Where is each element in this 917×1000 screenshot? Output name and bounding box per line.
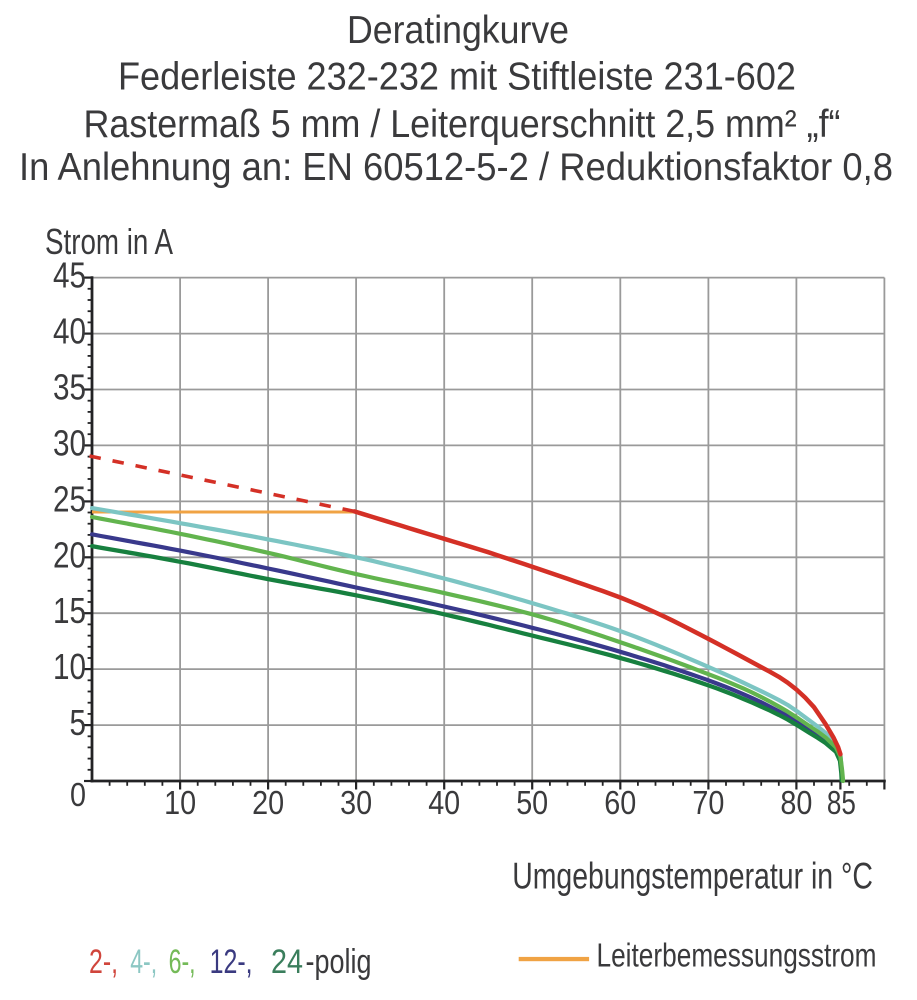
svg-text:6-,: 6-, — [169, 943, 196, 981]
svg-text:Rastermaß 5 mm / Leiterquersch: Rastermaß 5 mm / Leiterquerschnitt 2,5 m… — [84, 103, 841, 146]
svg-text:10: 10 — [53, 646, 86, 687]
svg-text:45: 45 — [53, 255, 86, 296]
svg-text:85: 85 — [827, 784, 856, 821]
svg-text:12-,: 12-, — [210, 943, 253, 981]
svg-text:30: 30 — [340, 784, 372, 821]
svg-text:0: 0 — [70, 776, 86, 813]
svg-text:2-,: 2-, — [89, 943, 118, 981]
svg-text:Strom in A: Strom in A — [45, 221, 173, 262]
svg-text:20: 20 — [252, 784, 284, 821]
svg-text:10: 10 — [164, 784, 196, 821]
svg-text:-polig: -polig — [306, 943, 372, 981]
svg-text:Leiterbemessungsstrom: Leiterbemessungsstrom — [597, 937, 877, 974]
svg-text:4-,: 4-, — [130, 943, 157, 981]
svg-text:30: 30 — [53, 422, 86, 463]
svg-text:5: 5 — [70, 702, 87, 743]
svg-text:50: 50 — [516, 784, 548, 821]
svg-text:20: 20 — [53, 534, 86, 575]
svg-text:70: 70 — [692, 784, 724, 821]
svg-text:Federleiste 232-232 mit Stiftl: Federleiste 232-232 mit Stiftleiste 231-… — [118, 56, 796, 99]
svg-text:80: 80 — [780, 784, 812, 821]
svg-text:24: 24 — [271, 943, 303, 981]
svg-text:40: 40 — [53, 311, 86, 352]
svg-text:15: 15 — [53, 590, 86, 631]
svg-text:25: 25 — [53, 478, 86, 519]
svg-text:Umgebungstemperatur in °C: Umgebungstemperatur in °C — [512, 855, 873, 896]
svg-text:40: 40 — [428, 784, 460, 821]
svg-text:Deratingkurve: Deratingkurve — [347, 9, 569, 52]
svg-text:60: 60 — [604, 784, 636, 821]
svg-text:In Anlehnung an: EN 60512-5-2: In Anlehnung an: EN 60512-5-2 / Reduktio… — [19, 146, 893, 189]
svg-text:35: 35 — [53, 367, 86, 408]
